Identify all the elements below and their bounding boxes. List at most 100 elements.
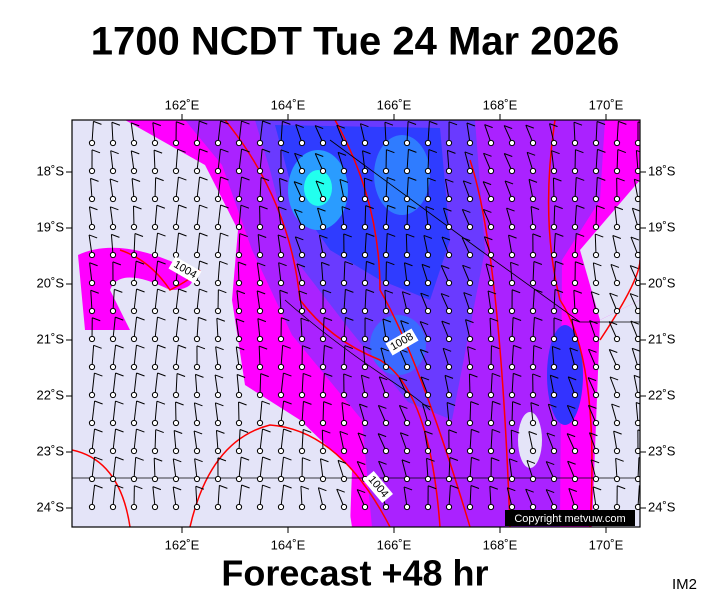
lon-label: 170˚E [589, 97, 624, 112]
station [634, 251, 640, 259]
wind-zone [78, 247, 193, 330]
station [193, 195, 201, 203]
barb-flag [157, 288, 166, 293]
barb-staff [175, 204, 180, 228]
barb-flag [554, 205, 563, 210]
barb-flag [282, 344, 291, 349]
barb-flag [403, 486, 413, 491]
barb-staff [259, 428, 264, 452]
station [235, 307, 243, 315]
barb-staff [196, 289, 200, 312]
station [424, 391, 432, 399]
station [445, 363, 453, 371]
station [424, 279, 432, 287]
barb-flag [592, 486, 602, 491]
station [172, 307, 180, 315]
barb-staff [441, 236, 450, 256]
barb-flag [281, 317, 290, 322]
barb-staff [314, 153, 324, 172]
barb-staff [588, 349, 597, 368]
station [529, 391, 537, 399]
station [277, 307, 285, 315]
barb-flag [341, 402, 351, 407]
barb-flag [157, 260, 166, 265]
barb-flag [282, 120, 291, 125]
barb-flag [634, 178, 640, 182]
barb-flag [614, 206, 624, 211]
barb-flag [91, 149, 101, 154]
barb-flag [298, 290, 308, 295]
barb-staff [280, 121, 283, 144]
station [529, 419, 537, 427]
barb-flag [492, 400, 501, 405]
barb-flag [407, 121, 417, 125]
station [592, 307, 600, 315]
station [592, 223, 600, 231]
barb-staff [551, 346, 555, 368]
barb-staff [532, 345, 535, 368]
barb-flag [398, 377, 408, 382]
station [550, 475, 558, 483]
station [529, 251, 537, 259]
station [319, 223, 327, 231]
barb-staff [293, 209, 303, 228]
station [172, 447, 180, 455]
image-id: IM2 [672, 576, 697, 593]
station [340, 139, 348, 147]
station [193, 503, 201, 511]
barb-staff [112, 344, 117, 368]
barb-flag [532, 373, 541, 378]
barb-flag [356, 489, 366, 494]
station [298, 251, 306, 259]
station [445, 307, 453, 315]
barb-flag [378, 460, 387, 465]
barb-staff [195, 486, 198, 508]
barb-flag [320, 458, 329, 463]
barb-staff [446, 402, 450, 424]
barb-staff [259, 456, 264, 480]
barb-flag [593, 262, 602, 267]
barb-staff [482, 181, 492, 200]
barb-staff [321, 430, 324, 452]
barb-staff [629, 293, 639, 312]
station [487, 391, 495, 399]
barb-flag [485, 263, 495, 268]
barb-staff [483, 236, 492, 256]
station [571, 279, 579, 287]
barb-flag [595, 233, 604, 238]
barb-flag [467, 346, 476, 351]
barb-flag [134, 233, 144, 237]
station [298, 335, 306, 343]
title: 1700 NCDT Tue 24 Mar 2026 [91, 20, 619, 64]
barb-flag [93, 120, 102, 125]
barb-flag [617, 485, 626, 490]
station [592, 363, 600, 371]
barb-staff [569, 347, 576, 368]
barb-staff [594, 234, 597, 256]
station [571, 223, 579, 231]
barb-staff [406, 177, 409, 200]
barb-flag [512, 317, 522, 321]
barb-staff [549, 123, 555, 144]
barb-staff [574, 177, 577, 200]
barb-flag [630, 265, 639, 270]
barb-staff [259, 484, 263, 508]
barb-flag [441, 236, 451, 241]
barb-staff [385, 205, 388, 228]
station [382, 419, 390, 427]
barb-flag [240, 204, 250, 209]
barb-staff [215, 346, 219, 368]
barb-staff [444, 375, 450, 396]
barb-staff [378, 461, 387, 480]
barb-staff [568, 488, 576, 508]
lat-label: 24˚S [37, 499, 65, 514]
station [571, 475, 579, 483]
barb-staff [448, 485, 451, 508]
barb-staff [238, 148, 243, 172]
station [529, 195, 537, 203]
station [298, 363, 306, 371]
barb-flag [220, 120, 229, 125]
station [277, 139, 285, 147]
station [277, 419, 285, 427]
station [550, 139, 558, 147]
